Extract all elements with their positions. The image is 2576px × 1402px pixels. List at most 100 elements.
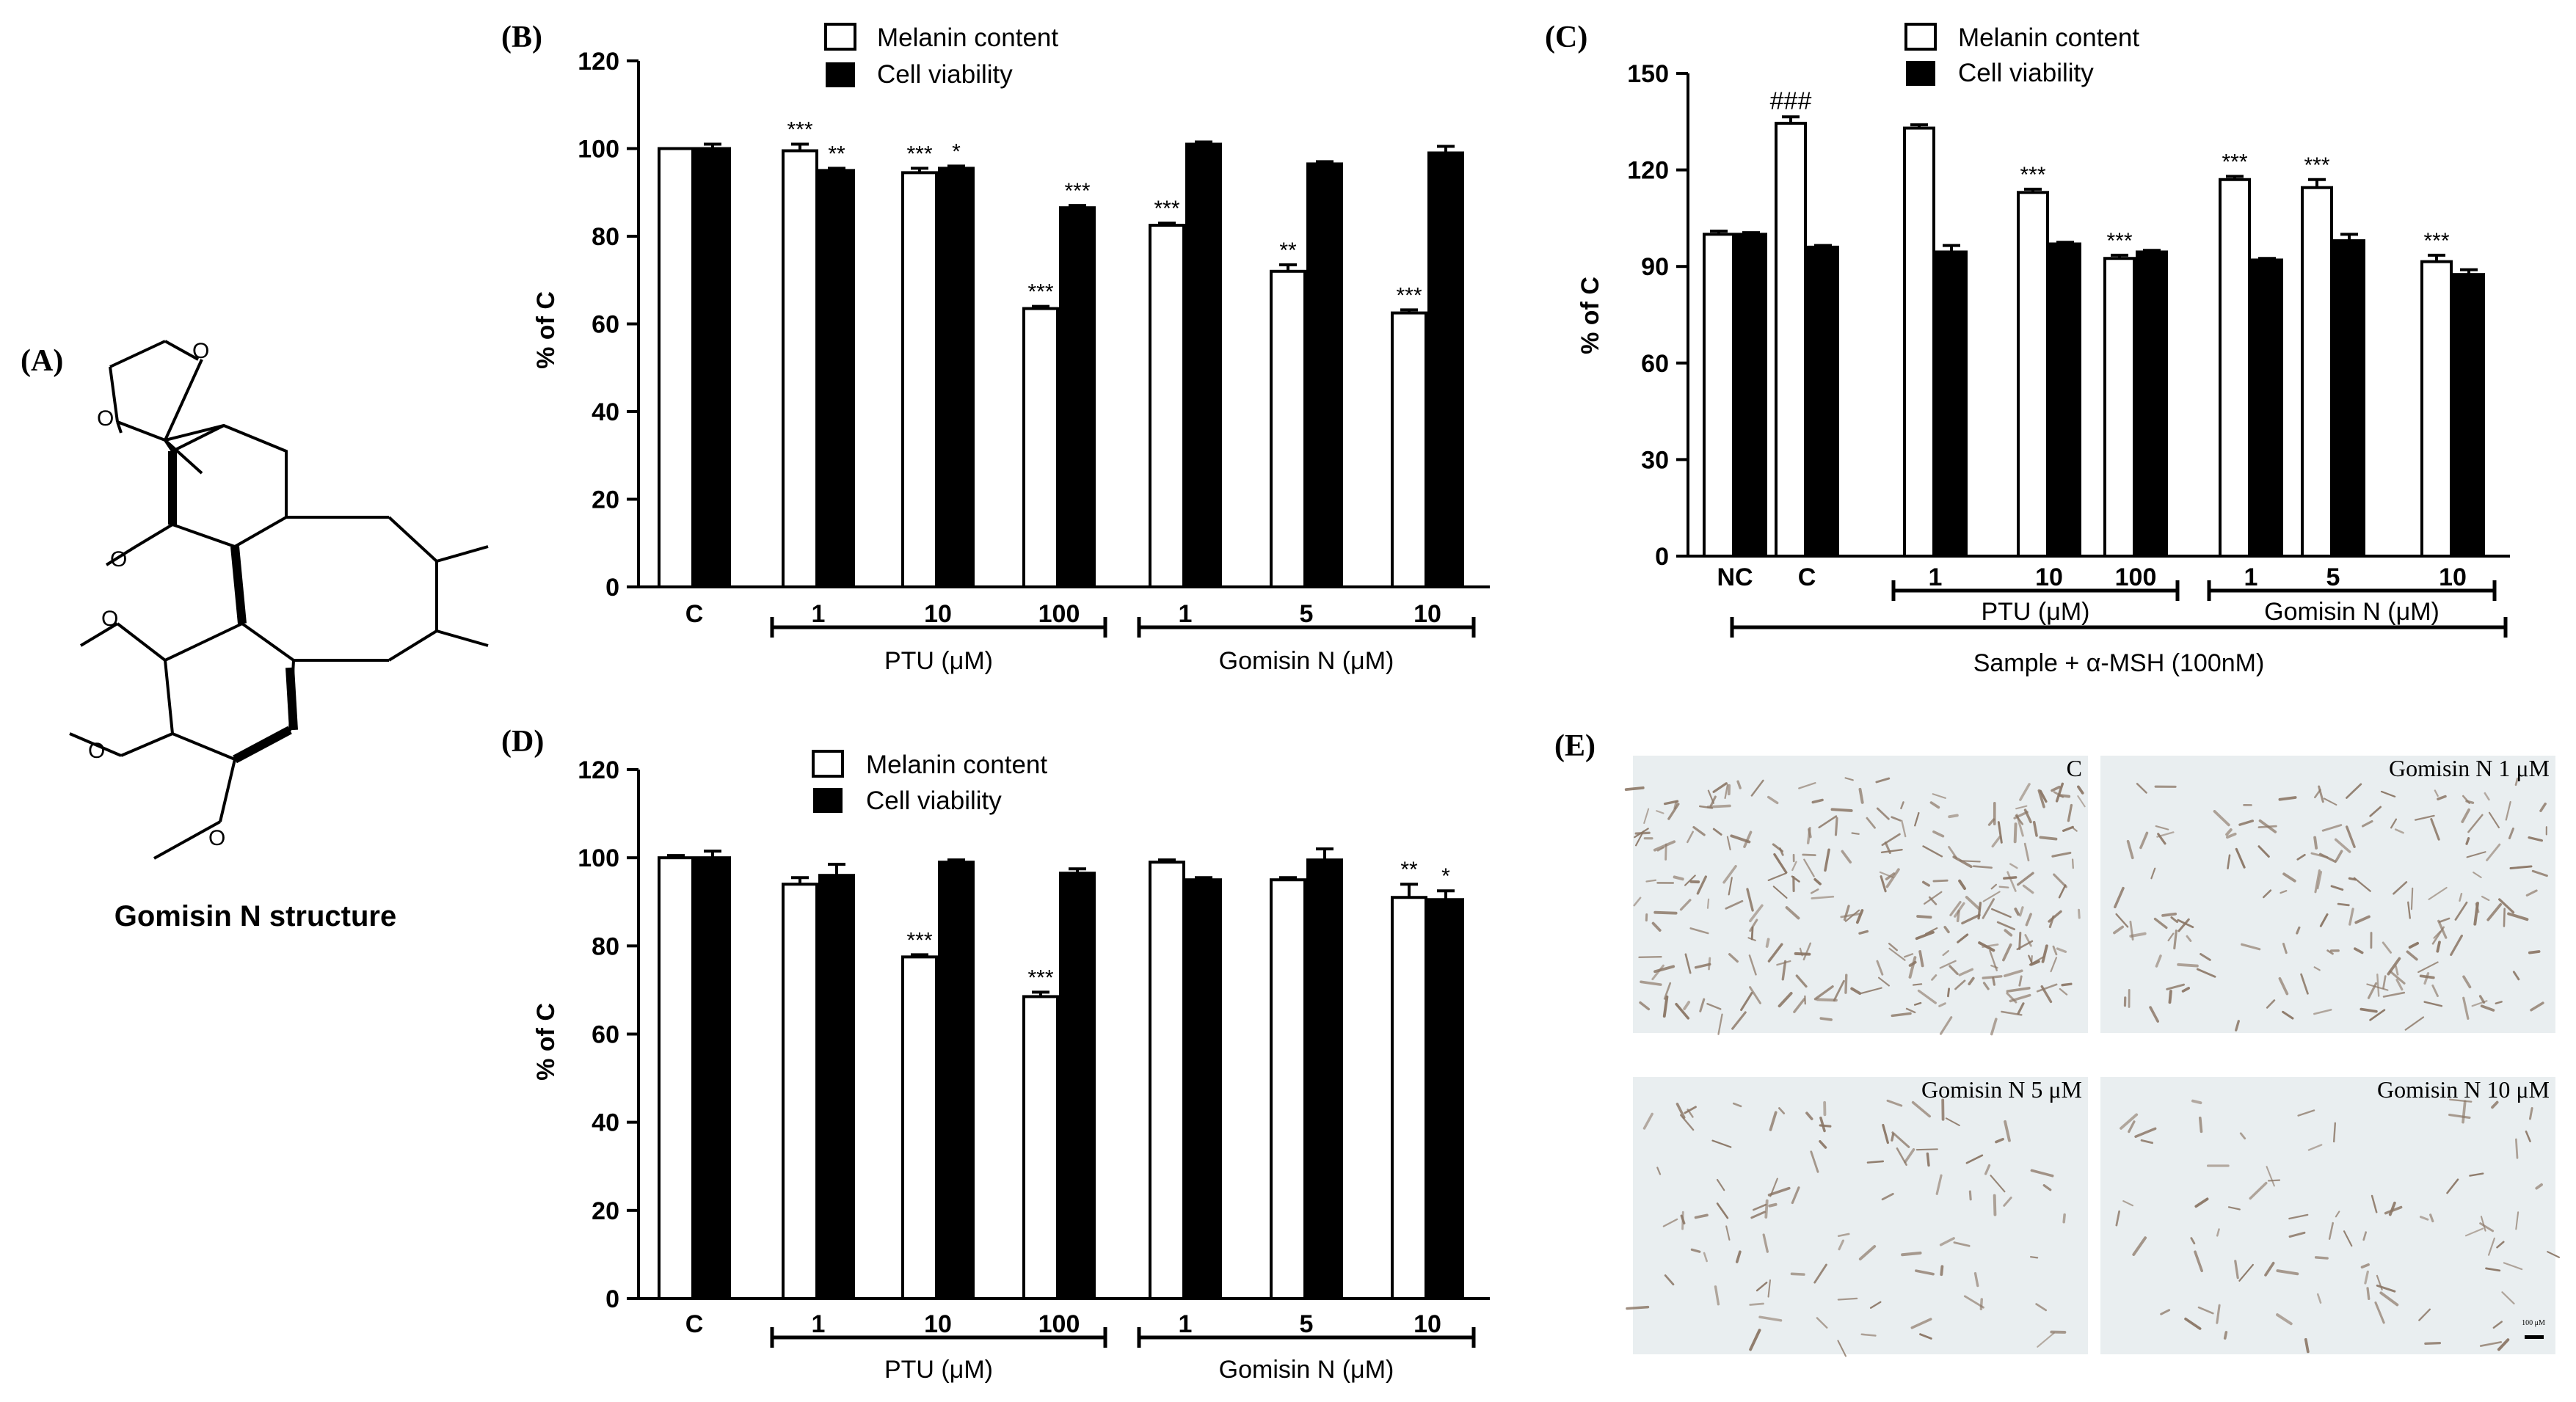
cell-mark	[2369, 1009, 2386, 1021]
cell-mark	[1690, 1248, 1701, 1253]
cell-mark	[2479, 1222, 2495, 1233]
cell-mark	[1816, 998, 1838, 1002]
bar-viability	[818, 169, 855, 588]
cell-mark	[1982, 982, 1990, 990]
cell-mark	[1781, 960, 1787, 981]
cell-mark	[2160, 1309, 2171, 1315]
cell-mark	[1778, 1107, 1786, 1114]
y-tick-label: 60	[1641, 350, 1669, 378]
cell-mark	[1913, 1001, 1922, 1006]
micrograph-grid: C Gomisin N 1 μM Gomisin N 5 μM Gomisin N 1…	[1624, 755, 2560, 1357]
cell-mark	[1992, 976, 1995, 986]
legend-label-melanin: Melanin content	[866, 751, 1047, 779]
panel-label-a: (A)	[21, 344, 63, 378]
cell-mark	[1972, 865, 1993, 869]
cell-mark	[1953, 1241, 1971, 1247]
bar-melanin	[2420, 260, 2453, 558]
cell-mark	[1984, 1164, 1991, 1175]
cell-mark	[2052, 945, 2058, 956]
x-tick-label: 100	[1038, 600, 1080, 628]
x-tick-label: 10	[2035, 563, 2063, 591]
cell-mark	[1876, 960, 1884, 976]
cell-mark	[2266, 999, 2276, 1009]
significance-label: ***	[1396, 283, 1422, 307]
cell-mark	[2249, 1181, 2268, 1200]
legend-swatch-viability	[1906, 61, 1935, 86]
cell-mark	[2003, 1197, 2012, 1207]
group-label: PTU (μM)	[884, 647, 993, 675]
micrograph	[1633, 1077, 2088, 1354]
cell-mark	[1824, 848, 1830, 872]
cell-mark	[1882, 1123, 1889, 1144]
cell-mark	[2394, 828, 2404, 834]
cell-mark	[1881, 1192, 1894, 1201]
cell-mark	[2428, 886, 2448, 900]
cell-mark	[1819, 1017, 1833, 1021]
y-tick-label: 100	[578, 844, 619, 872]
cell-mark	[1866, 1160, 1885, 1164]
cell-mark	[2241, 943, 2261, 951]
cell-mark	[1762, 1233, 1769, 1253]
cell-mark	[2462, 996, 2470, 1021]
legend-swatch-melanin	[824, 23, 856, 51]
bar-viability	[1059, 206, 1096, 589]
cell-mark	[1624, 786, 1645, 792]
cell-mark	[1990, 883, 1997, 890]
x-tick-label: C	[685, 1310, 704, 1338]
y-tick-label: 80	[592, 932, 619, 960]
legend-label-melanin: Melanin content	[877, 23, 1058, 52]
cell-mark	[2037, 789, 2045, 808]
cell-mark	[2509, 865, 2533, 869]
cell-mark	[1633, 897, 1642, 907]
cell-mark	[1880, 848, 1903, 853]
cell-mark	[1813, 985, 1834, 1001]
bar-melanin	[901, 171, 938, 589]
cell-mark	[2155, 954, 2162, 968]
cell-mark	[1749, 904, 1764, 923]
cell-mark	[1769, 1111, 1778, 1131]
cell-mark	[1749, 1329, 1761, 1351]
cell-mark	[1772, 886, 1788, 899]
cell-mark	[2181, 987, 2191, 993]
cell-mark	[1833, 979, 1845, 1002]
cell-mark	[2492, 1321, 2503, 1329]
cell-mark	[2114, 886, 2125, 909]
cell-mark	[2418, 1308, 2431, 1321]
cell-mark	[2479, 1341, 2503, 1347]
cell-mark	[2266, 1166, 2275, 1187]
atom-label: O	[97, 406, 114, 431]
cell-mark	[1735, 1250, 1742, 1263]
cell-mark	[2437, 795, 2447, 800]
cell-mark	[1748, 954, 1757, 976]
cell-mark	[1750, 926, 1754, 941]
cell-mark	[2050, 957, 2058, 973]
x-tick-label: NC	[1717, 563, 1753, 591]
cell-mark	[2006, 987, 2031, 993]
x-tick-label: 1	[812, 600, 826, 628]
panel-label-c: (C)	[1545, 21, 1587, 54]
cell-mark	[2282, 942, 2288, 954]
cell-mark	[2478, 995, 2486, 1004]
cell-mark	[1634, 828, 1649, 839]
cell-mark	[2029, 960, 2040, 966]
cell-mark	[2335, 1211, 2340, 1218]
cell-mark	[2437, 919, 2448, 939]
legend-d: Melanin content Cell viability	[812, 750, 1047, 815]
cell-mark	[2023, 842, 2030, 862]
y-tick-label: 40	[592, 1109, 619, 1137]
cell-mark	[1642, 1112, 1653, 1130]
cell-mark	[1750, 1211, 1766, 1219]
cell-mark	[1747, 937, 1756, 941]
cell-mark	[2466, 851, 2486, 858]
cell-mark	[2501, 1291, 2515, 1304]
cell-mark	[1664, 1274, 1675, 1286]
legend-b: Melanin content Cell viability	[824, 23, 1058, 89]
cell-mark	[2407, 901, 2411, 919]
cell-mark	[1758, 1315, 1783, 1322]
cell-mark	[1912, 983, 1923, 986]
cell-mark	[2505, 800, 2511, 821]
x-tick-label: 10	[2439, 563, 2467, 591]
cell-mark	[1696, 875, 1708, 895]
cell-mark	[1791, 1186, 1800, 1205]
atom-label: O	[208, 826, 225, 850]
